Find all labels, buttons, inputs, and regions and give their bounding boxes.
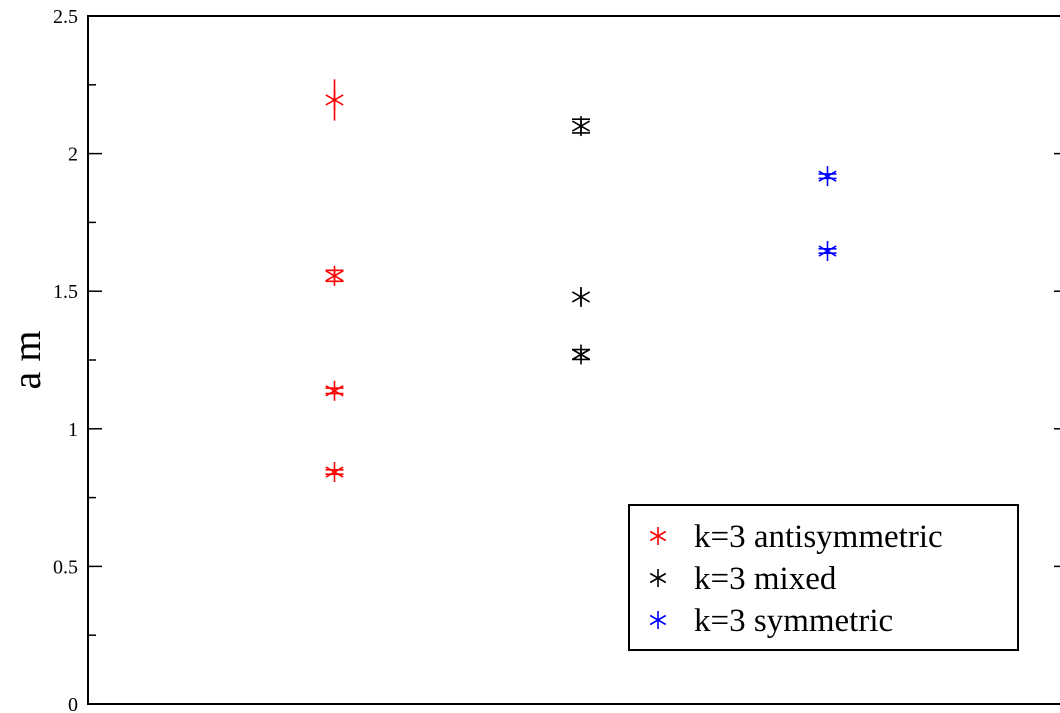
legend-box [628, 504, 1019, 651]
data-point [571, 344, 591, 365]
point-marker [325, 89, 344, 110]
point-marker [571, 344, 591, 365]
point-marker [325, 462, 344, 483]
data-point [325, 79, 344, 121]
y-axis-title: a m [4, 331, 49, 390]
data-point [325, 380, 344, 401]
data-point [571, 286, 591, 307]
y-axis: 0 0.5 1 1.5 2 2.5 [53, 6, 1060, 713]
data-point [818, 166, 837, 187]
legend: k=3 antisymmetric k=3 mixed k=3 symmetric [628, 504, 1019, 651]
legend-label: k=3 antisymmetric [694, 519, 943, 555]
point-marker [571, 286, 591, 307]
data-point [818, 241, 837, 262]
y-tick-label: 2.5 [53, 6, 78, 28]
data-marks [325, 79, 837, 483]
legend-label: k=3 symmetric [694, 603, 893, 639]
point-marker [818, 241, 837, 262]
legend-marker [649, 527, 667, 545]
data-point [325, 265, 344, 286]
y-tick-label: 0 [68, 694, 78, 713]
y-tick-label: 2 [68, 144, 78, 166]
data-point [571, 116, 591, 137]
y-tick-label: 1.5 [53, 281, 78, 303]
point-marker [571, 116, 591, 137]
y-tick-label: 0.5 [53, 556, 78, 578]
legend-label: k=3 mixed [694, 561, 837, 597]
point-marker [818, 166, 837, 187]
legend-marker [649, 569, 667, 587]
point-marker [325, 265, 344, 286]
legend-marker [649, 611, 667, 629]
data-point [325, 462, 344, 483]
y-tick-label: 1 [68, 419, 78, 441]
point-marker [325, 380, 344, 401]
